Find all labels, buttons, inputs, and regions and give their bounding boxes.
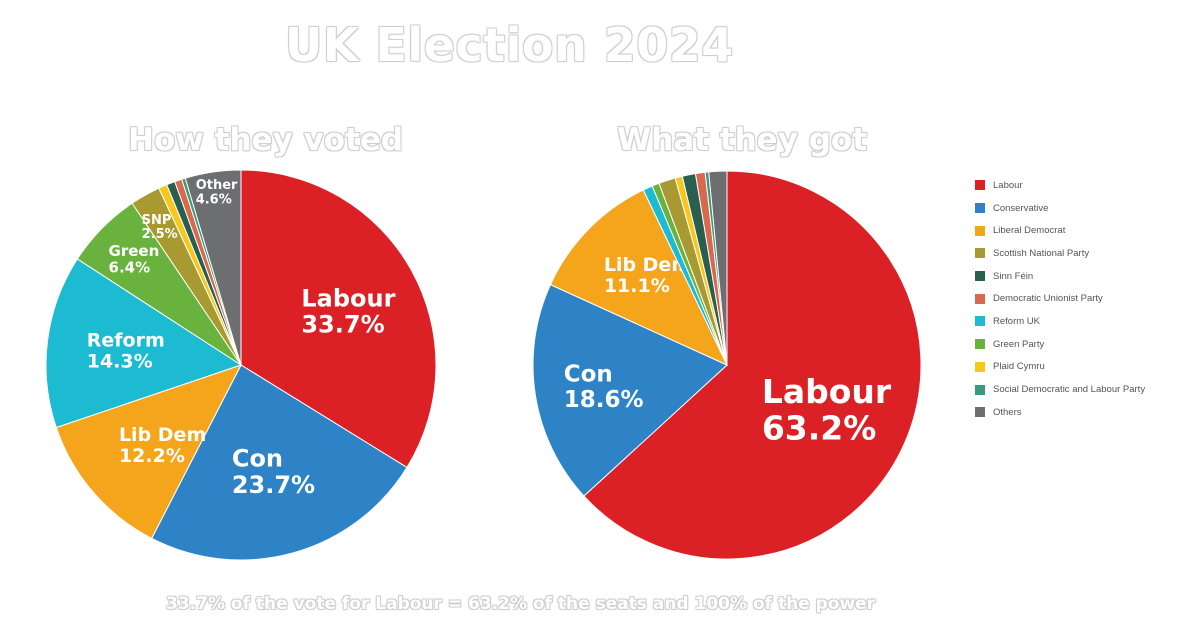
legend-item: Labour <box>975 174 1145 197</box>
legend: Labour Conservative Liberal Democrat Scotti… <box>975 174 1145 424</box>
pie-label-labour: Labour 63.2% <box>762 372 892 447</box>
legend-swatch <box>975 180 985 191</box>
pie-label-green: Green 6.4% <box>109 242 160 277</box>
legend-swatch <box>975 384 985 395</box>
legend-label: Labour <box>993 179 1023 191</box>
legend-label: Liberal Democrat <box>993 225 1066 237</box>
legend-label: Conservative <box>993 202 1049 214</box>
pie-slice-conservative <box>151 364 408 561</box>
pie-charts: Labour 33.7% Con 23.7% Lib Dem 12.2% Reform 14.… <box>45 169 922 561</box>
pie-label-con: Con 18.6% <box>564 362 644 413</box>
legend-item: Others <box>975 401 1145 424</box>
legend-swatch <box>975 407 985 418</box>
pie-label-reform: Reform 14.3% <box>87 330 165 373</box>
pie-slice-labour <box>583 170 922 560</box>
legend-item: Liberal Democrat <box>975 219 1145 242</box>
pie-label-snp: SNP 2.5% <box>142 213 178 242</box>
legend-label: Others <box>993 406 1022 418</box>
legend-swatch <box>975 248 985 259</box>
legend-item: Green Party <box>975 333 1145 356</box>
legend-label: Plaid Cymru <box>993 361 1045 373</box>
legend-item: Reform UK <box>975 310 1145 333</box>
pie-slice-reform-uk <box>45 258 243 429</box>
legend-swatch <box>975 339 985 350</box>
left-chart-title: How they voted <box>128 122 404 158</box>
pie-slice-liberal-democrat <box>549 189 729 367</box>
legend-label: Green Party <box>993 338 1045 350</box>
legend-swatch <box>975 293 985 304</box>
pie-label-other: Other 4.6% <box>196 178 238 207</box>
legend-item: Conservative <box>975 197 1145 220</box>
legend-item: Scottish National Party <box>975 242 1145 265</box>
pie-label-lib-dem: Lib Dem 11.1% <box>604 254 691 297</box>
pie-slice-others <box>184 169 242 366</box>
pie-label-lib-dem: Lib Dem 12.2% <box>119 424 206 467</box>
footnote: 33.7% of the vote for Labour = 63.2% of … <box>166 594 876 614</box>
pie-slice-others <box>708 170 728 366</box>
legend-item: Social Democratic and Labour Party <box>975 378 1145 401</box>
legend-label: Sinn Féin <box>993 270 1034 282</box>
legend-swatch <box>975 203 985 214</box>
legend-swatch <box>975 361 985 372</box>
legend-item: Plaid Cymru <box>975 356 1145 379</box>
pie-slice-liberal-democrat <box>55 364 243 540</box>
legend-label: Social Democratic and Labour Party <box>993 384 1146 396</box>
legend-label: Reform UK <box>993 315 1040 327</box>
main-title: UK Election 2024 <box>285 18 734 72</box>
pie-label-con: Con 23.7% <box>232 445 315 499</box>
legend-label: Scottish National Party <box>993 247 1090 259</box>
legend-swatch <box>975 271 985 282</box>
pie-slice-labour <box>240 169 437 469</box>
pie-slice-conservative <box>532 283 728 497</box>
legend-label: Democratic Unionist Party <box>993 293 1103 305</box>
legend-swatch <box>975 316 985 327</box>
legend-item: Democratic Unionist Party <box>975 287 1145 310</box>
legend-item: Sinn Féin <box>975 265 1145 288</box>
right-chart-title: What they got <box>617 122 868 158</box>
pie-label-labour: Labour 33.7% <box>301 284 395 338</box>
legend-swatch <box>975 225 985 236</box>
